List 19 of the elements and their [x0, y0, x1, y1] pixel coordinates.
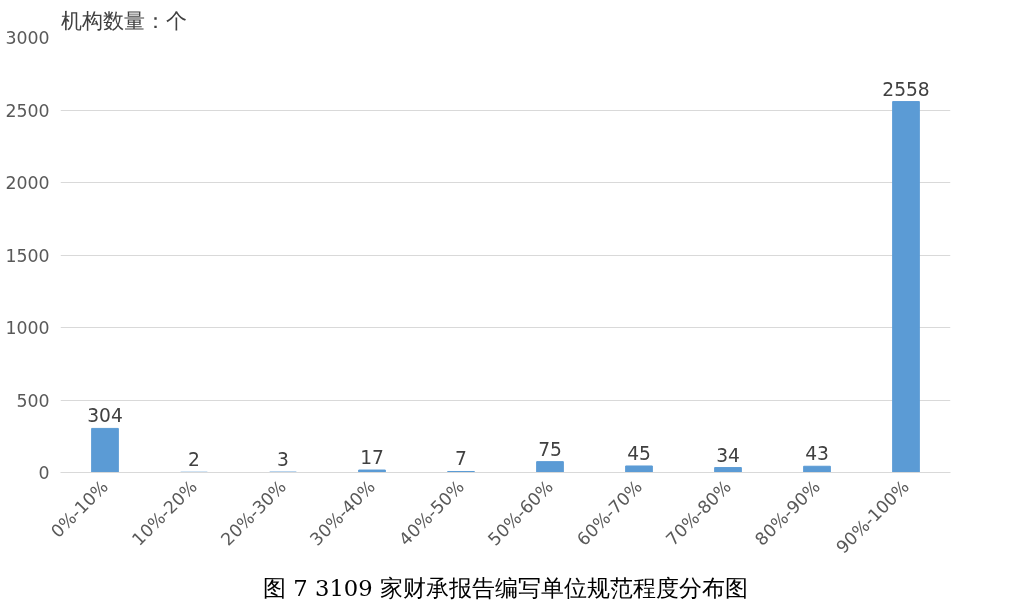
data-label: 45	[627, 442, 651, 464]
y-tick-label: 3000	[5, 28, 50, 48]
y-tick-label: 500	[16, 390, 50, 411]
y-axis-title: 机构数量：个	[60, 7, 187, 33]
y-tick-label: 1500	[5, 245, 50, 266]
y-tick-label: 2000	[5, 173, 50, 193]
data-label: 2558	[882, 78, 930, 100]
data-label: 3	[277, 449, 289, 471]
y-tick-label: 2500	[5, 100, 50, 121]
text: 图 7 3109 家财承报告编写单位规范程度分布图	[263, 574, 748, 601]
y-tick-label: 1000	[5, 318, 50, 338]
y-tick-label: 0	[38, 463, 50, 483]
data-label: 7	[455, 448, 467, 470]
data-label: 17	[360, 447, 384, 469]
data-label: 75	[538, 438, 562, 460]
data-label: 2	[188, 449, 200, 471]
data-label: 304	[87, 405, 123, 427]
data-label: 34	[716, 444, 740, 466]
data-label: 43	[805, 443, 829, 465]
